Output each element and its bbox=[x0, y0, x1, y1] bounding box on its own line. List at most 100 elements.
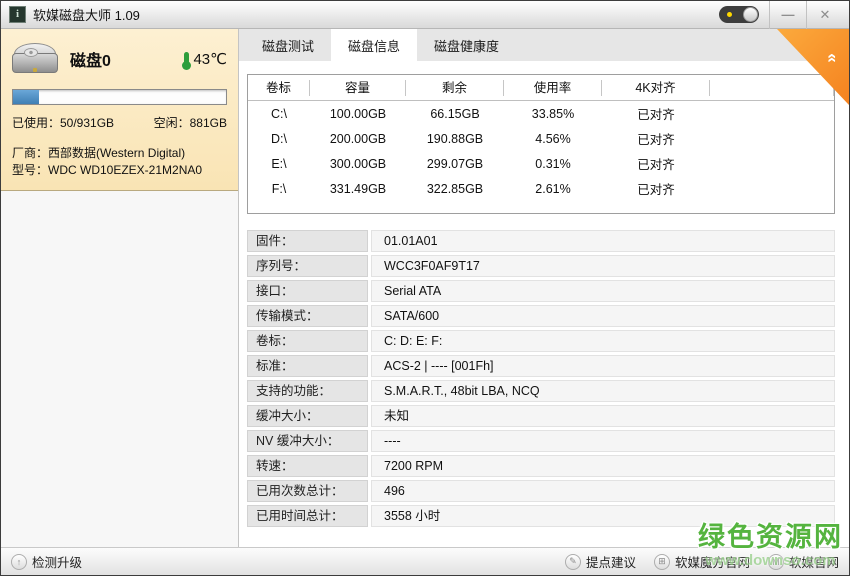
detail-label: 转速： bbox=[247, 455, 368, 477]
detail-value: 01.01A01 bbox=[371, 230, 835, 252]
disk-usage-text: 已使用：50/931GB 空闲：881GB bbox=[12, 114, 227, 131]
cell-4k: 已对齐 bbox=[637, 158, 675, 172]
cell-4k: 已对齐 bbox=[637, 108, 675, 122]
cell-free: 322.85GB bbox=[426, 181, 484, 196]
detail-value: SATA/600 bbox=[371, 305, 835, 327]
model-label: 型号：WDC WD10EZEX-21M2NA0 bbox=[12, 163, 203, 177]
check-upgrade-button[interactable]: ↑ 检测升级 bbox=[11, 552, 82, 571]
detail-value: C: D: E: F: bbox=[371, 330, 835, 352]
skin-toggle[interactable] bbox=[719, 6, 759, 23]
table-row[interactable]: C:\ 100.00GB 66.15GB 33.85% 已对齐 bbox=[248, 101, 834, 126]
col-header-volume[interactable]: 卷标 bbox=[248, 79, 310, 96]
title-bar: i 软媒磁盘大师 1.09 — ✕ bbox=[1, 1, 849, 29]
detail-label: 支持的功能： bbox=[247, 380, 368, 402]
table-row[interactable]: E:\ 300.00GB 299.07GB 0.31% 已对齐 bbox=[248, 151, 834, 176]
detail-label: 已用次数总计： bbox=[247, 480, 368, 502]
list-item: 支持的功能： S.M.A.R.T., 48bit LBA, NCQ bbox=[247, 380, 835, 402]
close-button[interactable]: ✕ bbox=[819, 6, 831, 22]
suggestion-label: 提点建议 bbox=[585, 556, 636, 570]
tab-disk-test[interactable]: 磁盘测试 bbox=[262, 38, 315, 54]
pencil-icon: ✎ bbox=[564, 553, 581, 570]
used-space-label: 已使用：50/931GB bbox=[12, 116, 115, 130]
mofang-site-link[interactable]: ⊞ 软媒魔方官网 bbox=[653, 552, 750, 571]
thermometer-icon bbox=[182, 52, 192, 70]
col-header-4k[interactable]: 4K对齐 bbox=[602, 79, 710, 96]
cell-capacity: 200.00GB bbox=[329, 131, 387, 146]
detail-value: 3558 小时 bbox=[371, 505, 835, 527]
detail-value: WCC3F0AF9T17 bbox=[371, 255, 835, 277]
col-header-free[interactable]: 剩余 bbox=[406, 79, 504, 96]
detail-value: ACS-2 | ---- [001Fh] bbox=[371, 355, 835, 377]
tab-disk-health[interactable]: 磁盘健康度 bbox=[434, 38, 500, 54]
col-header-capacity[interactable]: 容量 bbox=[310, 79, 406, 96]
table-row[interactable]: D:\ 200.00GB 190.88GB 4.56% 已对齐 bbox=[248, 126, 834, 151]
cell-capacity: 100.00GB bbox=[329, 106, 387, 121]
free-space-label: 空闲：881GB bbox=[153, 116, 227, 130]
cell-4k: 已对齐 bbox=[637, 183, 675, 197]
disk-header: 磁盘0 43℃ bbox=[12, 43, 227, 75]
toggle-knob[interactable] bbox=[743, 7, 758, 22]
cell-usage: 4.56% bbox=[535, 131, 571, 146]
table-row[interactable]: F:\ 331.49GB 322.85GB 2.61% 已对齐 bbox=[248, 176, 834, 201]
cell-usage: 2.61% bbox=[535, 181, 571, 196]
list-item: 接口： Serial ATA bbox=[247, 280, 835, 302]
sidebar: 磁盘0 43℃ 已使用：50/931GB 空闲：881GB 厂商：西部数据(We… bbox=[1, 29, 239, 549]
titlebar-separator bbox=[806, 1, 807, 29]
status-bar: ↑ 检测升级 ✎ 提点建议 ⊞ 软媒魔方官网 M 软媒官网 bbox=[1, 547, 849, 575]
ruanmei-logo-icon: M bbox=[767, 553, 784, 570]
disk-name: 磁盘0 bbox=[70, 53, 111, 70]
ruanmei-site-link[interactable]: M 软媒官网 bbox=[767, 552, 839, 571]
hard-disk-icon bbox=[12, 43, 58, 75]
list-item: 已用时间总计： 3558 小时 bbox=[247, 505, 835, 527]
tab-disk-info[interactable]: 磁盘信息 bbox=[331, 29, 418, 61]
cell-volume: D:\ bbox=[271, 131, 287, 146]
detail-value: S.M.A.R.T., 48bit LBA, NCQ bbox=[371, 380, 835, 402]
cell-volume: F:\ bbox=[271, 181, 287, 196]
check-upgrade-label: 检测升级 bbox=[32, 556, 83, 570]
detail-value: Serial ATA bbox=[371, 280, 835, 302]
disk-temperature: 43℃ bbox=[182, 50, 227, 70]
minimize-button[interactable]: — bbox=[781, 7, 795, 22]
cell-4k: 已对齐 bbox=[637, 133, 675, 147]
list-item: 传输模式： SATA/600 bbox=[247, 305, 835, 327]
cell-usage: 0.31% bbox=[535, 156, 571, 171]
disk-info-content: 卷标 容量 剩余 使用率 4K对齐 C:\ 100.00GB 66.15GB 3… bbox=[239, 61, 849, 527]
detail-label: 缓冲大小： bbox=[247, 405, 368, 427]
suggestion-button[interactable]: ✎ 提点建议 bbox=[564, 552, 636, 571]
double-chevron-up-icon: « bbox=[823, 53, 843, 61]
main-panel: « 磁盘测试 磁盘信息 磁盘健康度 卷标 容量 剩余 使用率 4K对齐 bbox=[239, 29, 849, 549]
titlebar-controls: — ✕ bbox=[719, 1, 843, 29]
detail-value: 未知 bbox=[371, 405, 835, 427]
detail-label: 传输模式： bbox=[247, 305, 368, 327]
cell-free: 66.15GB bbox=[430, 106, 480, 121]
detail-value: 7200 RPM bbox=[371, 455, 835, 477]
detail-value: 496 bbox=[371, 480, 835, 502]
disk-summary-panel: 磁盘0 43℃ 已使用：50/931GB 空闲：881GB 厂商：西部数据(We… bbox=[1, 29, 238, 191]
tab-strip: 磁盘测试 磁盘信息 磁盘健康度 bbox=[239, 29, 849, 61]
volume-table: 卷标 容量 剩余 使用率 4K对齐 C:\ 100.00GB 66.15GB 3… bbox=[247, 74, 835, 214]
cell-volume: E:\ bbox=[271, 156, 287, 171]
detail-label: 标准： bbox=[247, 355, 368, 377]
ruanmei-site-label: 软媒官网 bbox=[788, 556, 839, 570]
upgrade-arrow-icon: ↑ bbox=[11, 553, 27, 570]
detail-label: 卷标： bbox=[247, 330, 368, 352]
list-item: NV 缓冲大小： ---- bbox=[247, 430, 835, 452]
cell-capacity: 331.49GB bbox=[329, 181, 387, 196]
col-header-usage[interactable]: 使用率 bbox=[504, 79, 602, 96]
disk-usage-fill bbox=[13, 90, 39, 104]
col-header-filler bbox=[710, 79, 834, 96]
cell-volume: C:\ bbox=[271, 106, 287, 121]
window-title: 软媒磁盘大师 1.09 bbox=[33, 8, 140, 23]
list-item: 固件： 01.01A01 bbox=[247, 230, 835, 252]
toggle-dot-icon bbox=[727, 12, 732, 17]
cell-free: 190.88GB bbox=[426, 131, 484, 146]
mofang-site-label: 软媒魔方官网 bbox=[674, 556, 750, 570]
statusbar-links: ✎ 提点建议 ⊞ 软媒魔方官网 M 软媒官网 bbox=[564, 552, 839, 571]
cell-free: 299.07GB bbox=[426, 156, 484, 171]
volume-table-header: 卷标 容量 剩余 使用率 4K对齐 bbox=[248, 75, 834, 101]
disk-vendor-block: 厂商：西部数据(Western Digital) 型号：WDC WD10EZEX… bbox=[12, 145, 227, 179]
disk-usage-bar bbox=[12, 89, 227, 105]
app-icon: i bbox=[9, 6, 26, 23]
list-item: 序列号： WCC3F0AF9T17 bbox=[247, 255, 835, 277]
